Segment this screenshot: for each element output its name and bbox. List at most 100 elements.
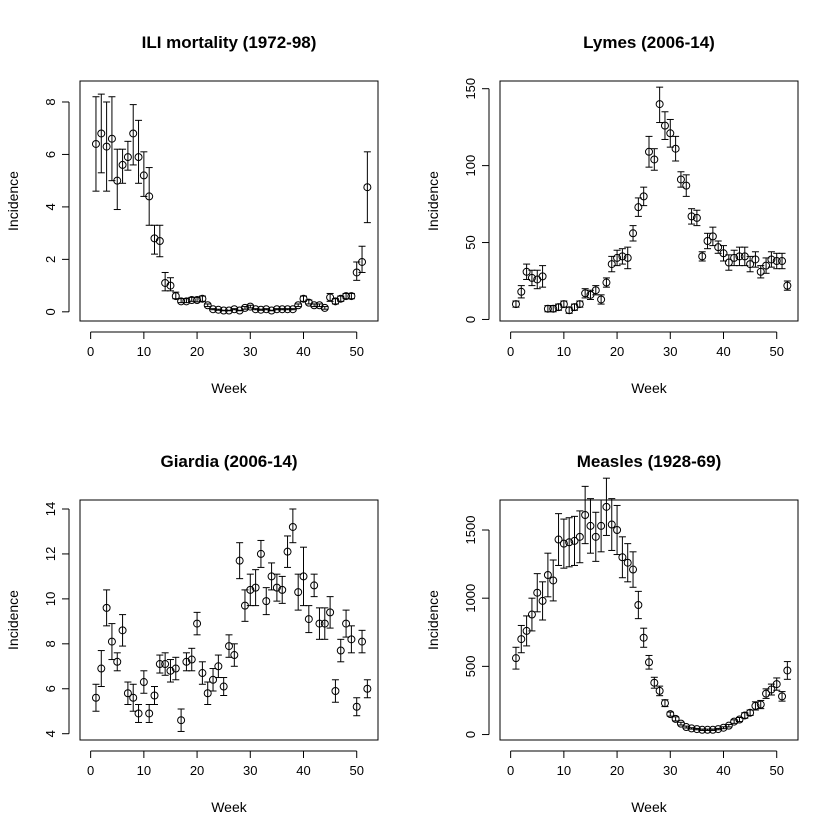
x-tick-label: 20 [190, 344, 204, 359]
data-point [645, 658, 653, 667]
y-tick-label: 50 [463, 235, 478, 249]
data-point [575, 532, 584, 541]
error-bar [730, 719, 738, 724]
data-point [692, 213, 701, 222]
data-point [597, 521, 606, 530]
error-bar [140, 670, 148, 694]
data-point [320, 303, 329, 312]
data-point [762, 261, 771, 270]
data-point [113, 176, 122, 185]
data-point [618, 252, 627, 261]
data-point [198, 294, 207, 303]
error-bar [533, 269, 541, 290]
data-point [198, 669, 207, 678]
data-point [767, 255, 776, 264]
data-point [629, 565, 638, 574]
data-point [650, 155, 659, 164]
error-bar [778, 252, 786, 270]
data-point [129, 129, 138, 138]
error-bar [289, 508, 297, 544]
error-bar [517, 285, 525, 299]
x-tick-label: 30 [243, 763, 257, 778]
data-point [613, 253, 622, 262]
error-bar [624, 246, 632, 270]
data-point [225, 306, 233, 315]
data-point [294, 301, 303, 310]
data-point [639, 633, 648, 642]
error-bar [618, 536, 626, 579]
y-tick-label: 14 [43, 502, 58, 516]
error-bar [161, 652, 169, 676]
data-point [527, 273, 536, 282]
error-bar [517, 624, 525, 654]
error-bar [103, 101, 111, 192]
data-point [166, 666, 175, 675]
data-point [150, 691, 159, 700]
data-point [746, 708, 755, 717]
plot-frame [79, 80, 379, 322]
data-point [708, 232, 717, 241]
data-point [139, 678, 148, 687]
data-point [511, 654, 520, 663]
chart-title: ILI mortality (1972-98) [142, 33, 317, 52]
data-point [746, 260, 755, 269]
x-axis-label: Week [211, 799, 248, 815]
data-point [155, 660, 164, 669]
data-point [517, 635, 526, 644]
data-point [607, 520, 616, 529]
error-bar [119, 614, 127, 647]
x-tick-label: 10 [557, 344, 571, 359]
data-point [310, 581, 319, 590]
data-point [772, 680, 781, 689]
error-bar [241, 589, 249, 622]
error-bar [661, 111, 669, 140]
error-bar [672, 716, 680, 722]
data-point [209, 675, 218, 684]
error-bar [166, 659, 174, 683]
data-point [123, 689, 132, 698]
data-point [225, 642, 233, 651]
error-bar [236, 542, 244, 580]
error-bar [666, 711, 674, 717]
data-point [581, 289, 590, 298]
error-bar [640, 627, 648, 648]
data-point [703, 237, 712, 245]
chart-panel-1: Lymes (2006-14) 0 10 20 30 40 50 Week 0 50 100 150 I… [425, 33, 799, 396]
error-bar [358, 245, 366, 273]
error-bar [688, 208, 696, 225]
data-point [129, 693, 138, 702]
error-bar [549, 559, 557, 602]
error-bar [773, 677, 781, 691]
data-point [660, 121, 669, 130]
data-point [278, 305, 287, 314]
y-axis-label: Incidence [5, 171, 21, 231]
error-bar [363, 151, 371, 224]
data-point [549, 576, 558, 585]
error-bar [321, 306, 329, 310]
x-tick-label: 50 [769, 344, 783, 359]
data-point [91, 693, 100, 702]
data-point [682, 181, 691, 190]
error-bar [533, 573, 541, 613]
data-point [145, 192, 154, 201]
error-bar [783, 661, 791, 680]
data-point [331, 687, 340, 696]
chart-title: Measles (1928-69) [577, 452, 722, 471]
y-tick-label: 0 [43, 308, 58, 315]
error-bar [555, 513, 563, 566]
error-bar [353, 261, 361, 281]
data-point [171, 664, 180, 673]
error-bar [156, 224, 164, 258]
error-bar [92, 96, 100, 192]
data-point [107, 637, 116, 646]
data-point [97, 129, 106, 138]
data-point [363, 684, 372, 693]
data-point [645, 147, 653, 156]
data-point [187, 655, 196, 664]
data-point [618, 553, 627, 562]
error-bar [650, 148, 658, 171]
error-bar [124, 681, 132, 705]
data-point [203, 301, 212, 310]
x-tick-label: 10 [557, 763, 571, 778]
data-point [193, 619, 202, 628]
